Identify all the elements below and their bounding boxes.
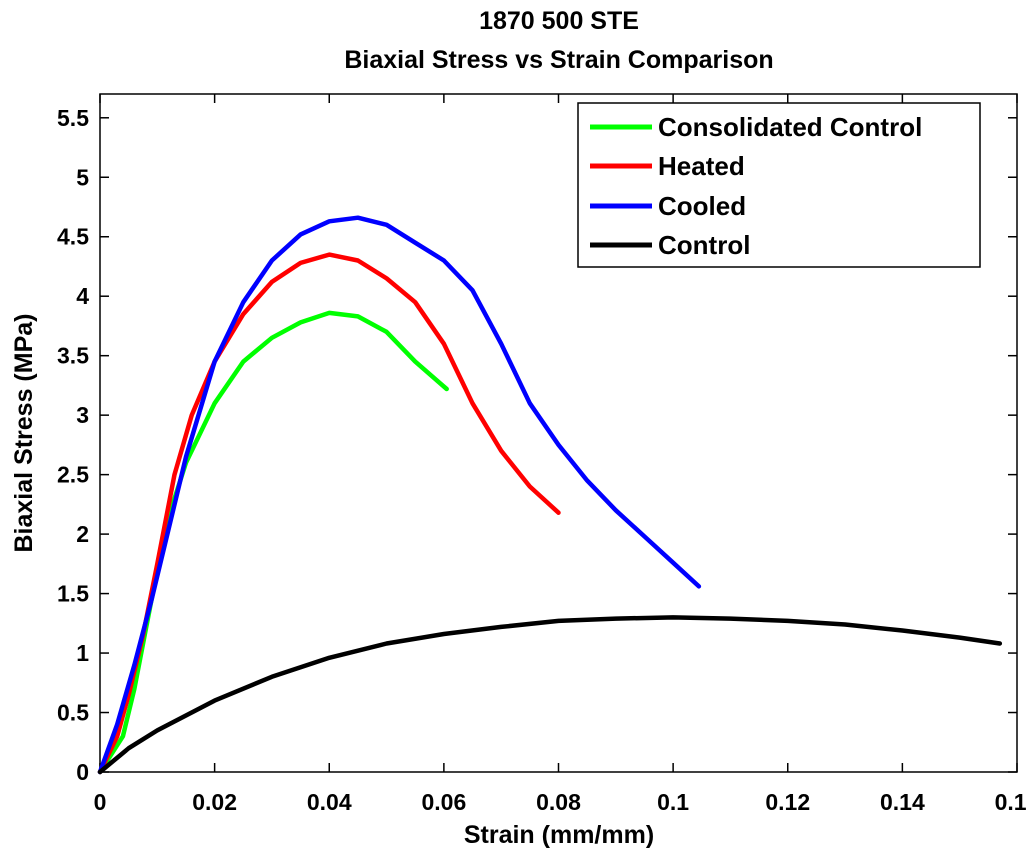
axis-ticks: 0 0.02 0.04 0.06 0.08 0.1 0.12 0.14 0.16 0 0.5 1 1.5… [57, 94, 1027, 815]
chart-title-line-1: 1870 500 STE [479, 7, 639, 35]
x-tick-label: 0.12 [765, 789, 810, 815]
x-tick-label: 0.08 [536, 789, 581, 815]
series-line-control [97, 615, 1003, 775]
y-tick-label: 4.5 [57, 224, 89, 250]
legend-label-heated: Heated [658, 151, 745, 181]
legend: Consolidated Control Heated Cooled Contr… [577, 102, 981, 268]
y-tick-label: 3 [76, 402, 89, 428]
y-tick-label: 5.5 [57, 105, 89, 131]
y-tick-label: 5 [76, 164, 89, 190]
x-tick-label: 0.04 [307, 789, 352, 815]
x-axis-label: Strain (mm/mm) [464, 821, 654, 849]
series-line-consolidated-control [97, 310, 449, 775]
y-tick-label: 2 [76, 521, 89, 547]
legend-label-consolidated-control: Consolidated Control [658, 112, 922, 142]
y-tick-label: 3.5 [57, 343, 89, 369]
legend-label-control: Control [658, 230, 750, 260]
y-axis-label: Biaxial Stress (MPa) [10, 314, 38, 553]
y-tick-label: 1 [76, 640, 89, 666]
y-tick-label: 1.5 [57, 581, 89, 607]
chart-title-line-2: Biaxial Stress vs Strain Comparison [344, 46, 773, 74]
x-tick-label: 0.16 [995, 789, 1027, 815]
y-tick-label: 0 [76, 759, 89, 785]
series-line-cooled [97, 215, 702, 775]
x-tick-label: 0.02 [192, 789, 237, 815]
x-tick-label: 0.14 [880, 789, 925, 815]
y-tick-label: 4 [76, 283, 89, 309]
y-tick-label: 0.5 [57, 700, 89, 726]
x-tick-label: 0.06 [421, 789, 466, 815]
x-tick-label: 0 [94, 789, 107, 815]
series-lines [97, 215, 1003, 775]
legend-label-cooled: Cooled [658, 191, 746, 221]
y-tick-label: 2.5 [57, 462, 89, 488]
x-tick-label: 0.1 [657, 789, 689, 815]
legend-box [577, 102, 981, 268]
